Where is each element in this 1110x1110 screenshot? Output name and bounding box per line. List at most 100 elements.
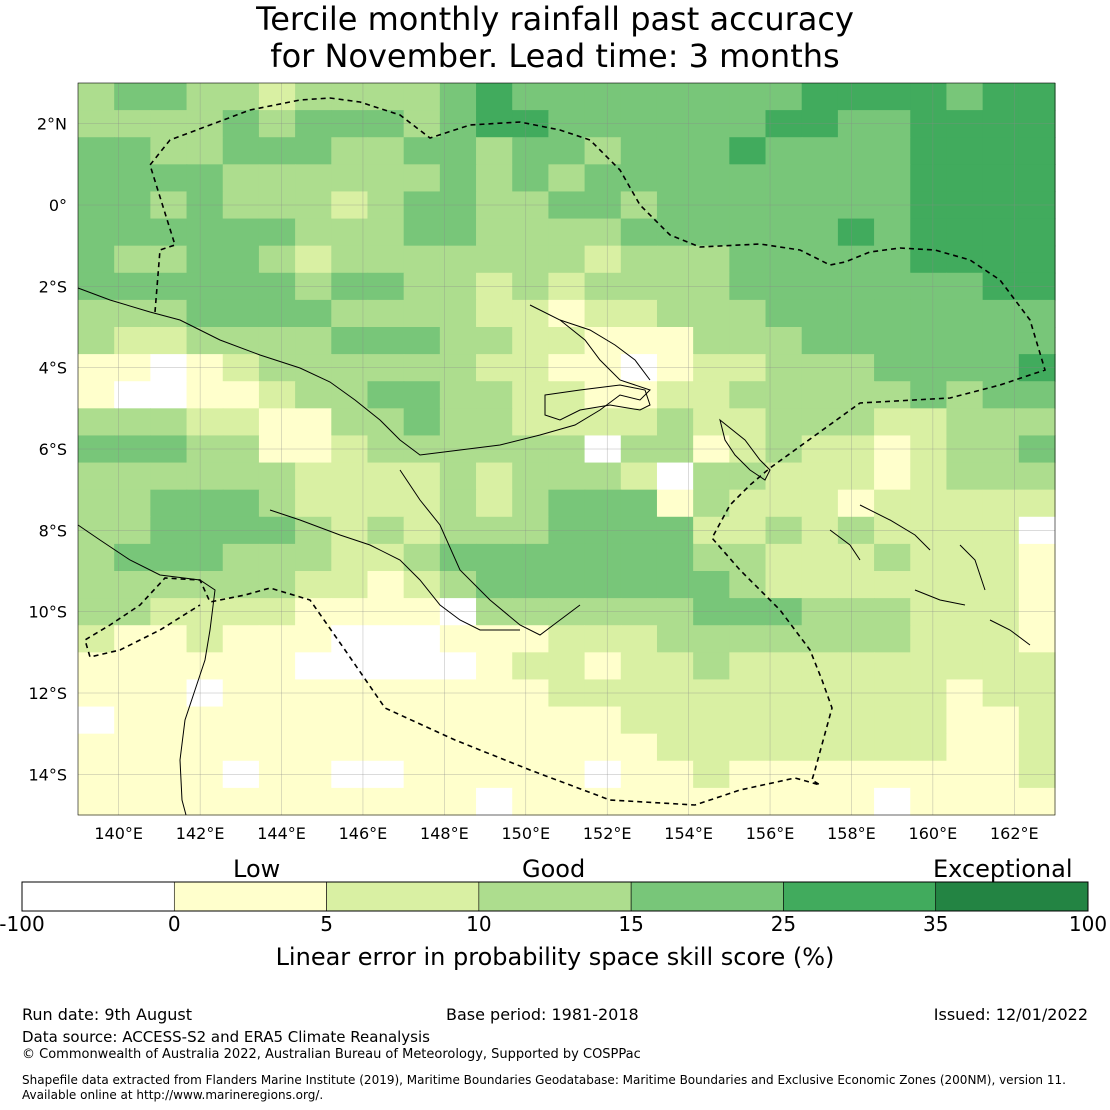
heatmap-cell [729,299,767,328]
heatmap-cell [1018,272,1056,301]
heatmap-cell [476,598,513,626]
heatmap-cell [78,435,115,464]
heatmap-cell [729,218,767,247]
heatmap-cell [729,652,767,681]
heatmap-cell [439,733,477,762]
heatmap-cell [874,191,911,220]
heatmap-cell [258,652,296,681]
heatmap-cell [512,543,550,572]
heatmap-cell [476,408,513,437]
heatmap-cell [946,571,984,599]
heatmap-cell [476,164,513,193]
heatmap-cell [331,408,369,437]
heatmap-cell [439,354,477,382]
heatmap-cell [1018,299,1056,328]
heatmap-cell [512,137,550,165]
heatmap-cell [1018,760,1056,789]
heatmap-cell [874,489,911,518]
heatmap-cell [729,571,767,599]
longitude-tick-label: 150°E [501,824,550,843]
heatmap-cell [982,598,1020,626]
heatmap-cell [258,381,296,409]
heatmap-cell [620,191,658,220]
heatmap-cell [403,679,441,708]
heatmap-cell [439,83,477,111]
heatmap-cell [874,462,911,491]
heatmap-cell [295,408,332,437]
heatmap-cell [548,571,586,599]
heatmap-cell [656,760,694,789]
colorbar-tick-label: 25 [770,912,797,936]
heatmap-cell [114,489,151,518]
heatmap-cell [403,272,441,301]
heatmap-cell [439,435,477,464]
heatmap-cell [946,625,984,653]
heatmap-cell [78,760,115,789]
heatmap-cell [150,164,188,193]
heatmap-cell [403,598,441,626]
heatmap-cell [476,218,513,247]
heatmap-cell [186,571,224,599]
heatmap-cell [403,191,441,220]
heatmap-cell [367,83,405,111]
heatmap-cell [222,571,260,599]
heatmap-cell [620,516,658,545]
heatmap-cell [439,489,477,518]
heatmap-cell [1018,679,1056,708]
heatmap-cell [837,787,875,816]
heatmap-cell [874,381,911,409]
heatmap-cell [150,625,188,653]
heatmap-cell [801,598,839,626]
new-britain-coastline [544,384,651,421]
heatmap-cell [693,787,730,816]
heatmap-cell [765,218,803,247]
heatmap-cell [910,760,948,789]
heatmap-cell [476,760,513,789]
heatmap-cell [78,164,115,193]
heatmap-cell [222,137,260,165]
heatmap-cell [439,272,477,301]
heatmap-cell [801,299,839,328]
heatmap-cell [222,218,260,247]
heatmap-cell [222,191,260,220]
heatmap-cell [258,191,296,220]
heatmap-cell [620,435,658,464]
heatmap-cell [910,218,948,247]
latitude-tick-label: 2°N [37,115,67,134]
heatmap-cell [295,299,332,328]
heatmap-cell [222,299,260,328]
heatmap-cell [476,543,513,572]
heatmap-cell [656,462,694,491]
heatmap-cell [150,462,188,491]
heatmap-cell [78,110,115,138]
heatmap-cell [1018,327,1056,355]
heatmap-cell [114,598,151,626]
heatmap-cell [693,679,730,708]
heatmap-cell [620,462,658,491]
heatmap-cell [476,272,513,301]
heatmap-cell [584,408,622,437]
heatmap-cell [1018,218,1056,247]
heatmap-cell [476,191,513,220]
colorbar-swatch [326,881,480,912]
heatmap-cell [656,489,694,518]
heatmap-cell [548,760,586,789]
heatmap-cell [801,110,839,138]
heatmap-cell [837,245,875,274]
heatmap-cell [765,137,803,165]
heatmap-cell [874,83,911,111]
heatmap-cell [258,706,296,735]
heatmap-cell [186,354,224,382]
heatmap-cell [295,218,332,247]
heatmap-cell [512,571,550,599]
heatmap-cell [258,543,296,572]
heatmap-cell [620,245,658,274]
heatmap-cell [693,598,730,626]
australia-coastline [77,524,216,816]
latitude-tick-label: 8°S [39,521,67,540]
heatmap-cell [114,462,151,491]
heatmap-cell [656,516,694,545]
heatmap-cell [367,299,405,328]
heatmap-cell [331,191,369,220]
colorbar-tick-label: 5 [320,912,333,936]
